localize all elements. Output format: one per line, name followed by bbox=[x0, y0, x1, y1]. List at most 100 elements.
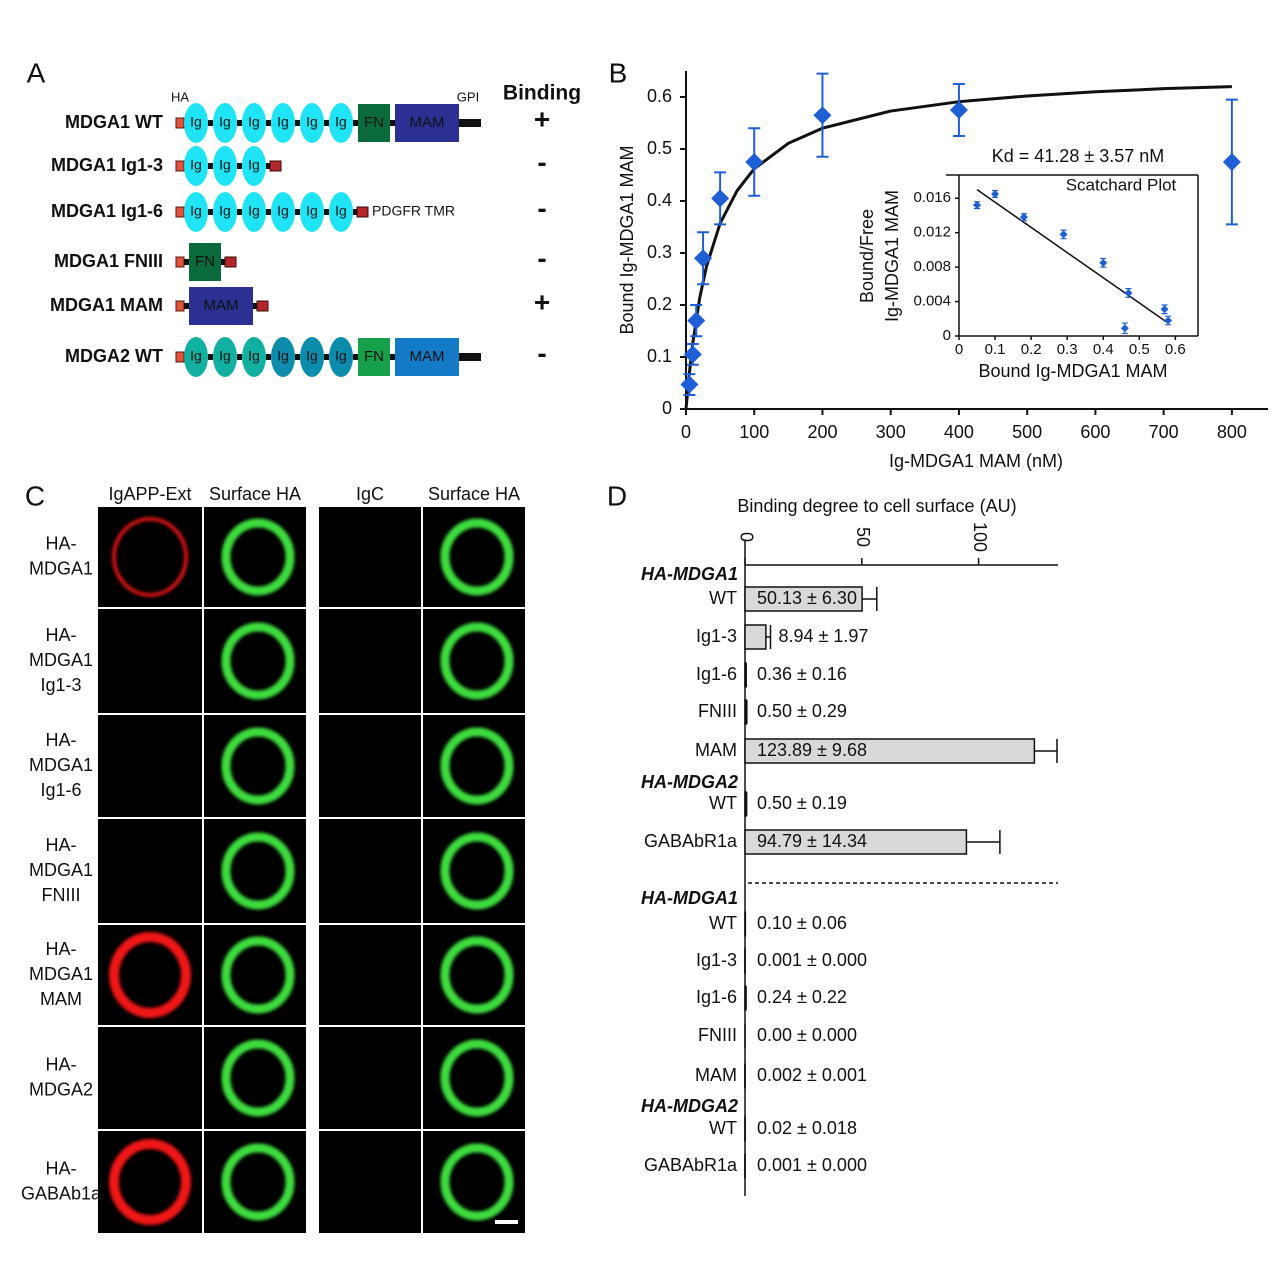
row-label: MDGA1 bbox=[29, 558, 93, 578]
row-label: MDGA1 bbox=[29, 755, 93, 775]
gpi-anchor bbox=[459, 119, 481, 127]
linker bbox=[237, 163, 242, 169]
cell-stain bbox=[440, 518, 514, 596]
data-point bbox=[813, 106, 832, 125]
x-axis-label: Binding degree to cell surface (AU) bbox=[737, 496, 1016, 516]
ig-domain bbox=[213, 103, 237, 143]
ig-domain bbox=[213, 146, 237, 186]
column-header: Surface HA bbox=[209, 484, 301, 504]
domain-box bbox=[189, 243, 221, 281]
ig-domain bbox=[242, 192, 266, 232]
category-label: GABAbR1a bbox=[644, 1155, 738, 1175]
y-tick-label: 0.004 bbox=[913, 293, 951, 310]
data-point bbox=[991, 189, 1000, 198]
linker bbox=[295, 120, 300, 126]
value-label: 0.02 ± 0.018 bbox=[757, 1118, 857, 1138]
domain-label: Ig bbox=[306, 348, 318, 364]
tm-tag bbox=[269, 160, 282, 172]
binding-result: - bbox=[537, 337, 546, 368]
binding-result: - bbox=[537, 192, 546, 223]
category-label: WT bbox=[709, 793, 737, 813]
row-label: HA- bbox=[46, 1054, 77, 1074]
domain-label: Ig bbox=[335, 203, 347, 219]
value-label: 0.50 ± 0.29 bbox=[757, 701, 847, 721]
linker bbox=[295, 354, 300, 360]
ig-domain bbox=[329, 192, 353, 232]
column-header: Surface HA bbox=[428, 484, 520, 504]
domain-label: Ig bbox=[306, 203, 318, 219]
category-label: FNIII bbox=[698, 701, 737, 721]
data-point bbox=[949, 101, 968, 119]
x-tick-label: 50 bbox=[853, 527, 873, 547]
value-label: 0.002 ± 0.001 bbox=[757, 1065, 867, 1085]
value-label: 0.001 ± 0.000 bbox=[757, 950, 867, 970]
data-point bbox=[745, 153, 764, 171]
data-point bbox=[711, 189, 730, 208]
column-header: IgC bbox=[356, 484, 384, 504]
row-label: MAM bbox=[40, 989, 82, 1009]
data-point bbox=[1019, 213, 1028, 222]
inset-y-label: Bound/Free bbox=[857, 209, 877, 303]
scale-bar bbox=[495, 1220, 518, 1224]
linker bbox=[208, 120, 213, 126]
x-tick-label: 0 bbox=[681, 422, 691, 442]
ig-domain bbox=[271, 103, 295, 143]
value-label: 8.94 ± 1.97 bbox=[778, 626, 868, 646]
data-point bbox=[683, 345, 702, 364]
value-label: 0.50 ± 0.19 bbox=[757, 793, 847, 813]
category-label: WT bbox=[709, 1118, 737, 1138]
panel-letter: C bbox=[25, 480, 45, 511]
category-label: Ig1-3 bbox=[696, 950, 737, 970]
y-axis-label: Bound Ig-MDGA1 MAM bbox=[617, 145, 637, 334]
linker bbox=[266, 354, 271, 360]
domain-label: Ig bbox=[190, 203, 202, 219]
ig-domain bbox=[184, 146, 208, 186]
data-point bbox=[1160, 305, 1169, 314]
row-label: HA- bbox=[46, 533, 77, 553]
x-tick-label: 0.6 bbox=[1165, 341, 1186, 358]
domain-label: Ig bbox=[248, 157, 260, 173]
cell-stain bbox=[221, 1143, 295, 1221]
ig-domain bbox=[271, 337, 295, 377]
domain-box bbox=[395, 338, 459, 376]
x-tick-label: 0.1 bbox=[985, 341, 1006, 358]
micrograph bbox=[319, 609, 421, 713]
row-label: FNIII bbox=[42, 885, 81, 905]
bar bbox=[744, 738, 1036, 764]
micrograph bbox=[319, 1027, 421, 1129]
value-label: 50.13 ± 6.30 bbox=[757, 588, 857, 608]
data-point bbox=[1120, 324, 1129, 333]
micrograph bbox=[319, 507, 421, 607]
inset-y-label: Ig-MDGA1 MAM bbox=[882, 190, 902, 322]
linker bbox=[208, 163, 213, 169]
data-point bbox=[687, 311, 706, 330]
data-point bbox=[973, 201, 982, 210]
ha-tag bbox=[175, 117, 185, 129]
error-bar bbox=[765, 625, 772, 649]
ig-domain bbox=[329, 103, 353, 143]
domain-label: Ig bbox=[335, 348, 347, 364]
row-label: HA- bbox=[46, 835, 77, 855]
domain-label: Ig bbox=[190, 157, 202, 173]
cell-stain bbox=[440, 1039, 514, 1117]
cell-stain bbox=[109, 932, 191, 1018]
x-tick-label: 100 bbox=[970, 522, 990, 552]
linker bbox=[324, 120, 329, 126]
error-bar bbox=[862, 587, 878, 611]
x-tick-label: 200 bbox=[807, 422, 837, 442]
linker bbox=[266, 120, 271, 126]
row-label: MDGA1 bbox=[29, 964, 93, 984]
micrograph bbox=[319, 1131, 421, 1233]
error-bar bbox=[966, 830, 1001, 854]
fit-curve bbox=[976, 189, 1169, 324]
linker bbox=[221, 259, 225, 265]
y-tick-label: 0.012 bbox=[913, 224, 951, 241]
linker bbox=[353, 209, 357, 215]
group-label: HA-MDGA2 bbox=[641, 1096, 738, 1116]
domain-label: Ig bbox=[219, 203, 231, 219]
panel-letter: D bbox=[607, 480, 627, 511]
micrograph bbox=[319, 819, 421, 923]
ig-domain bbox=[184, 337, 208, 377]
domain-label: Ig bbox=[277, 348, 289, 364]
row-label: HA- bbox=[46, 730, 77, 750]
